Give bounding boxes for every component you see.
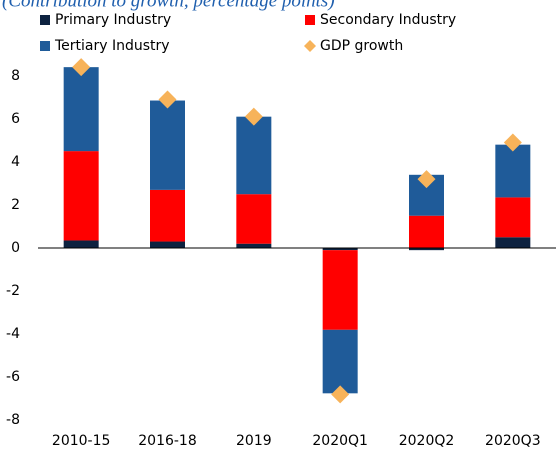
y-tick-label: -8 <box>6 412 20 428</box>
x-tick-label: 2020Q3 <box>485 433 541 449</box>
bar-segment <box>495 144 531 198</box>
bar-segment <box>322 250 358 330</box>
bar-segment <box>495 237 531 248</box>
x-tick-label: 2016-18 <box>138 433 197 449</box>
bar-segment <box>63 151 99 241</box>
legend-label: Tertiary Industry <box>54 38 170 54</box>
bar-segment <box>409 215 444 248</box>
legend-label: Secondary Industry <box>320 12 456 28</box>
gdp-marker <box>331 385 350 404</box>
x-tick-label: 2020Q2 <box>399 433 455 449</box>
bar-segment <box>150 189 185 242</box>
legend-label: GDP growth <box>320 38 403 54</box>
bar-segment <box>63 240 99 248</box>
gdp-marker <box>244 107 263 126</box>
bar-segment <box>322 329 358 394</box>
bar-segment <box>236 243 272 248</box>
legend-marker <box>304 40 316 52</box>
bar-segment <box>236 116 272 195</box>
chart-subtitle: (Contribution to growth, percentage poin… <box>2 0 335 11</box>
bar-segment <box>409 248 444 251</box>
legend-marker <box>40 41 50 51</box>
y-tick-label: 2 <box>11 197 20 213</box>
bar-segment <box>495 197 531 238</box>
bar-segment <box>236 194 272 244</box>
bar-segment <box>150 100 185 190</box>
y-tick-label: -6 <box>6 369 20 385</box>
y-tick-label: 8 <box>11 68 20 84</box>
y-tick-label: -4 <box>6 326 20 342</box>
legend-label: Primary Industry <box>55 12 171 28</box>
y-tick-label: 6 <box>11 111 20 127</box>
x-tick-label: 2019 <box>236 433 272 449</box>
x-tick-label: 2020Q1 <box>312 433 368 449</box>
x-tick-label: 2010-15 <box>52 433 111 449</box>
legend-marker <box>40 15 50 25</box>
bar-segment <box>63 67 99 152</box>
y-tick-label: -2 <box>6 283 20 299</box>
gdp-marker <box>158 90 177 109</box>
y-tick-label: 0 <box>11 240 20 256</box>
bar-segment <box>150 241 185 248</box>
legend-marker <box>305 15 315 25</box>
gdp-marker <box>72 58 91 77</box>
gdp-marker <box>417 170 436 189</box>
bar-segment <box>322 248 358 251</box>
gdp-marker <box>503 133 522 152</box>
y-tick-label: 4 <box>11 154 20 170</box>
